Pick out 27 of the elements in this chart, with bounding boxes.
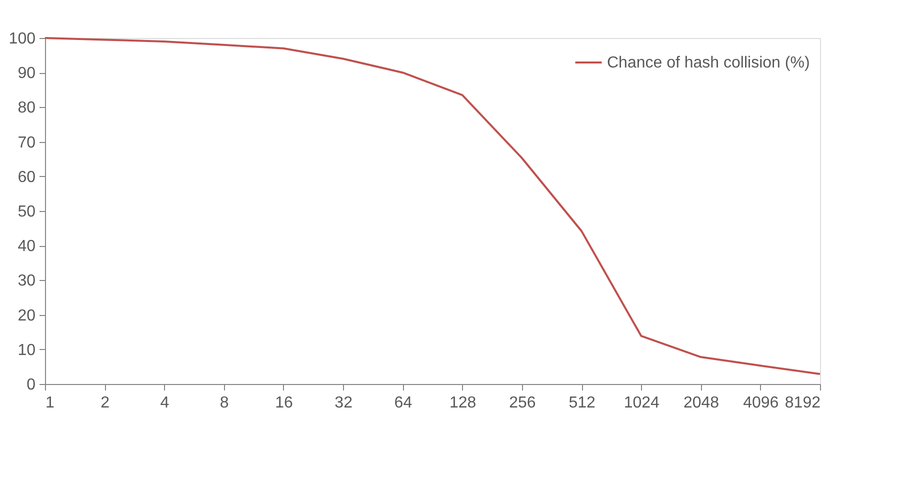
y-tick-label: 70: [18, 134, 36, 152]
x-tick-label: 256: [509, 394, 536, 412]
y-tick-label: 40: [18, 238, 36, 256]
y-tick-label: 90: [18, 65, 36, 82]
y-tick-label: 80: [18, 100, 36, 117]
x-tick-label: 1024: [624, 394, 660, 412]
legend-label: Chance of hash collision (%): [607, 54, 810, 72]
y-tick-label: 30: [18, 272, 36, 290]
x-tick-label: 2: [100, 394, 110, 412]
x-tick-label: 8: [220, 394, 229, 412]
line-series: [44, 37, 821, 375]
x-tick-label: 1: [46, 394, 54, 412]
x-tick-label: 8192: [784, 394, 821, 412]
y-tick-label: 10: [18, 342, 36, 359]
y-tick-label: 0: [26, 376, 36, 394]
y-tick-label: 20: [18, 307, 36, 324]
y-tick-label: 60: [18, 168, 36, 186]
x-tick-label: 4: [160, 394, 170, 412]
x-tick-label: 512: [568, 394, 596, 412]
x-tick-label: 16: [275, 394, 293, 412]
y-tick-label: 100: [8, 30, 36, 48]
y-tick-label: 50: [18, 204, 36, 220]
x-tick-label: 64: [394, 394, 412, 412]
x-tick-label: 4096: [743, 394, 779, 412]
x-tick-label: 128: [449, 394, 476, 412]
x-tick-label: 2048: [683, 394, 720, 412]
x-tick-label: 32: [334, 394, 353, 412]
